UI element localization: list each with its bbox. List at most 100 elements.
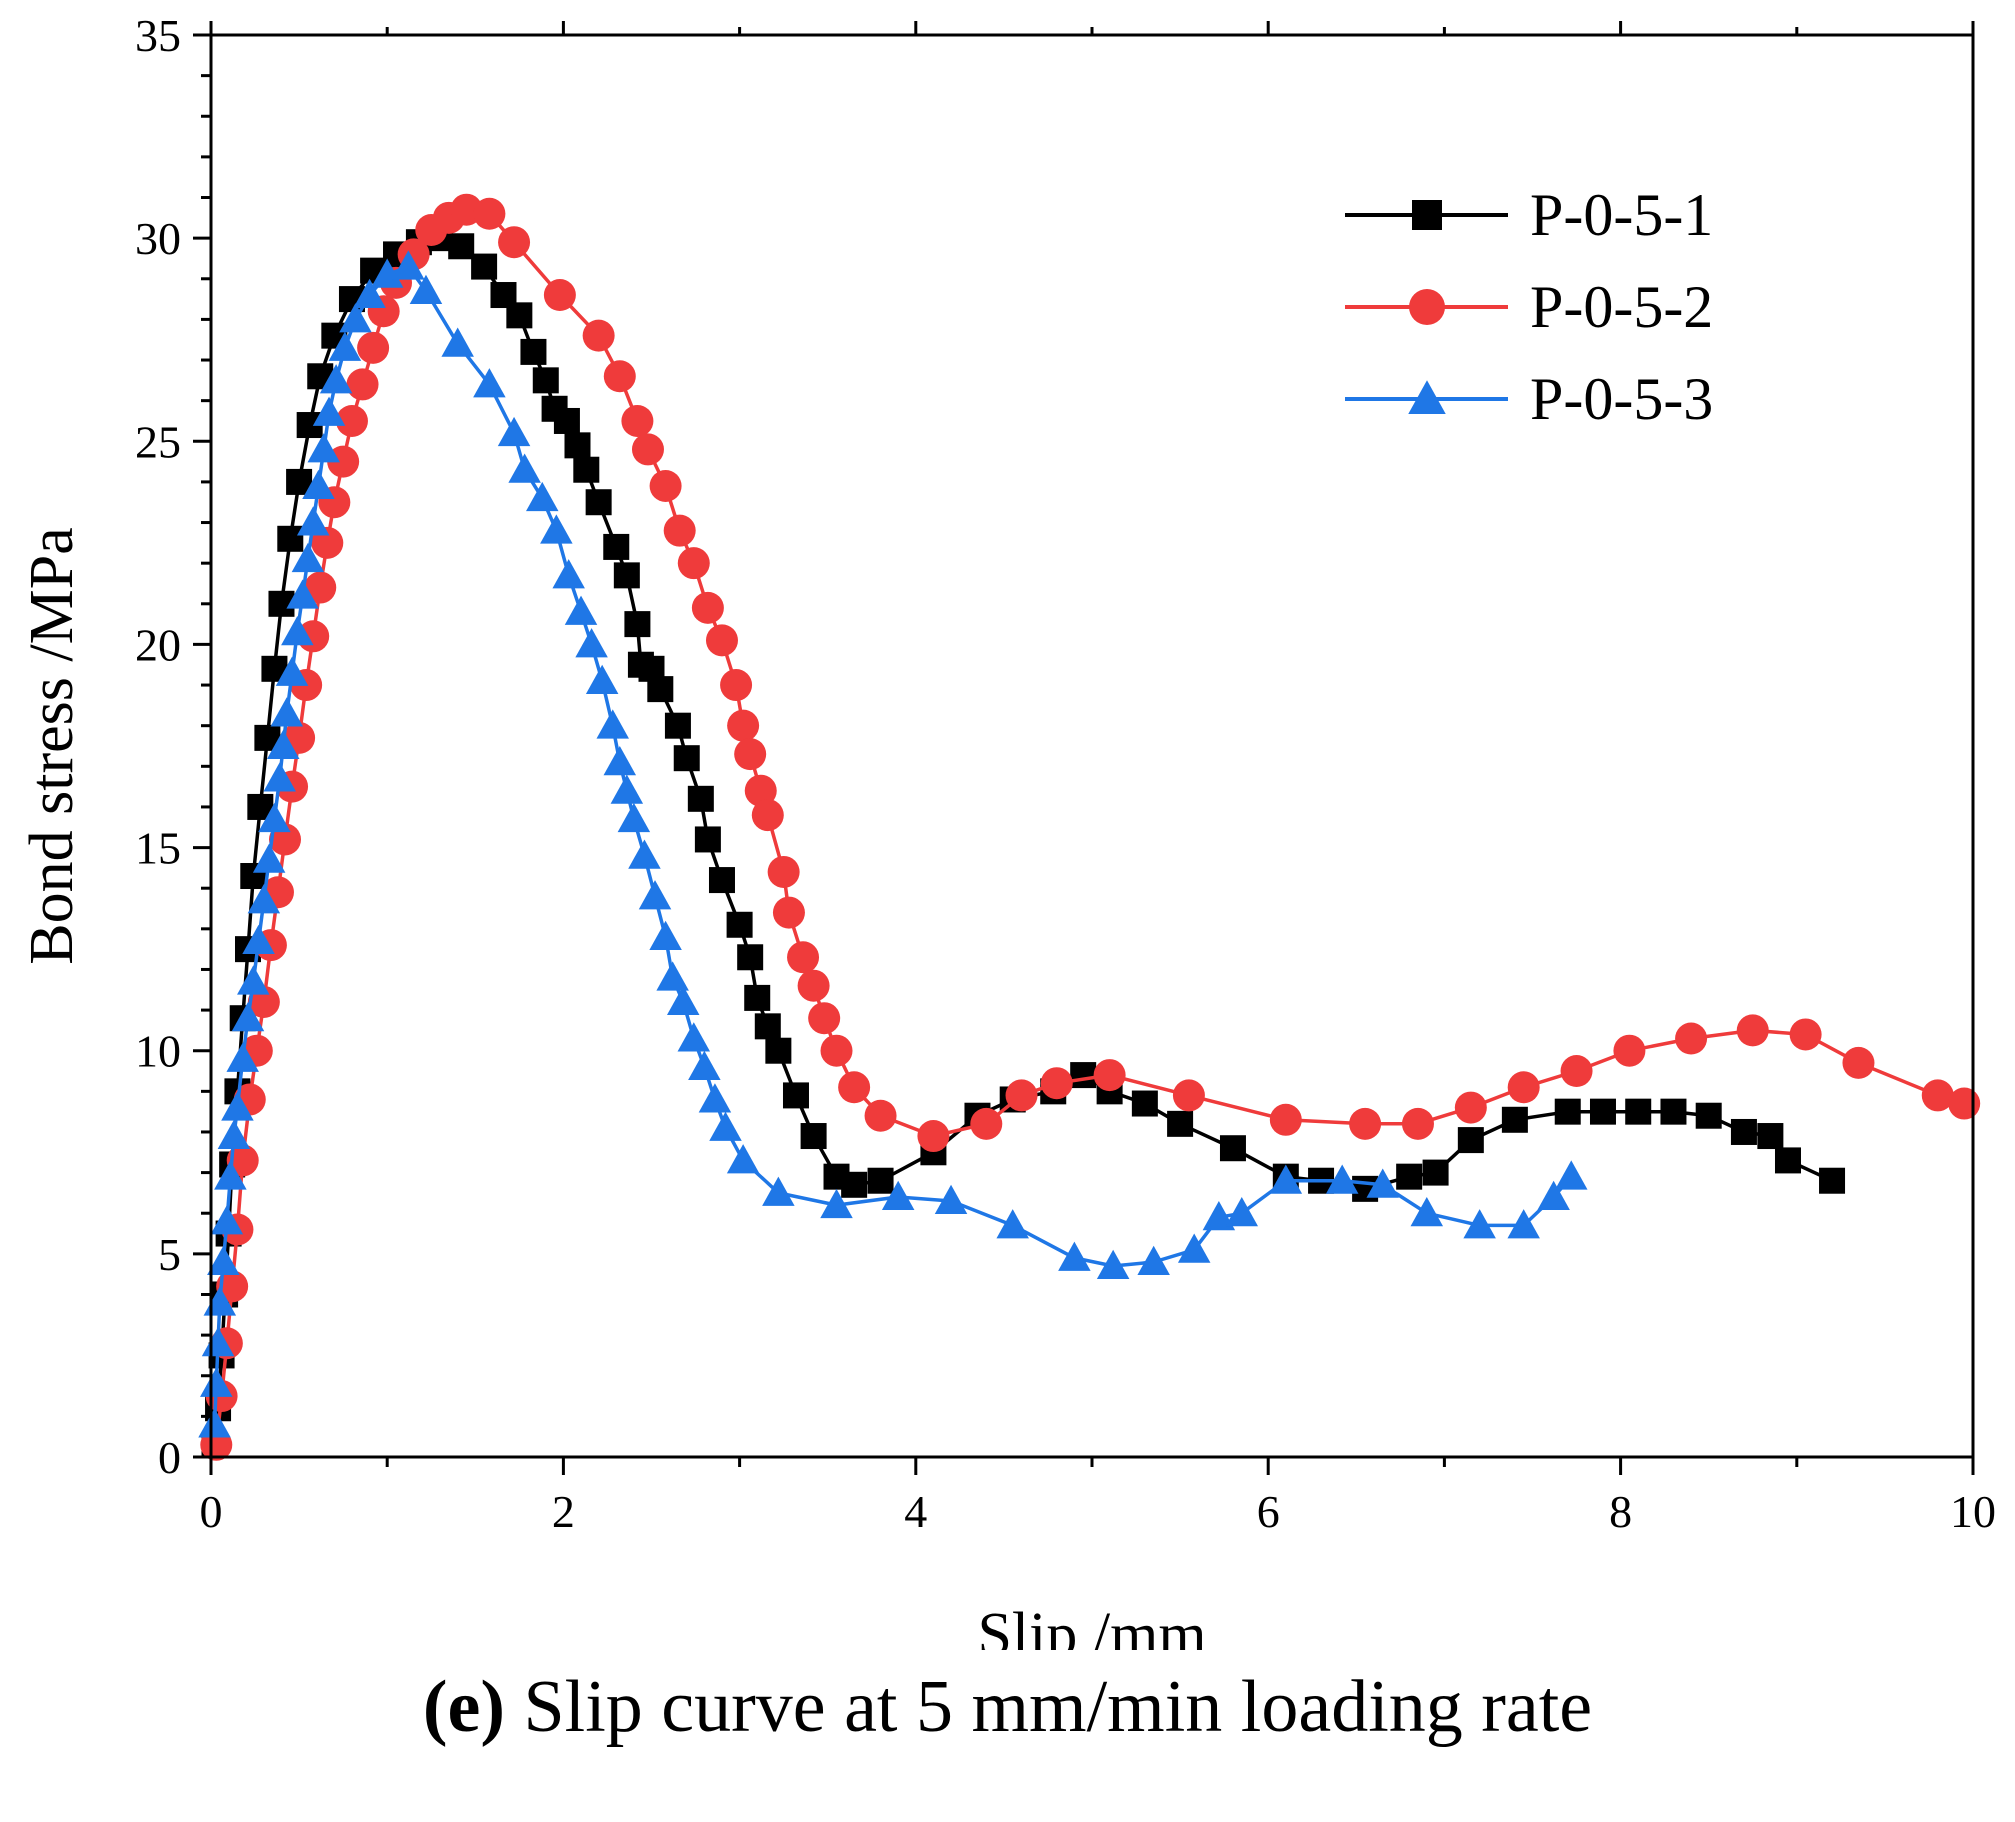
data-point-triangle [275, 656, 309, 686]
data-point-triangle [762, 1176, 795, 1206]
data-point-square [1422, 1159, 1449, 1186]
data-point-circle [663, 514, 696, 547]
data-point-circle [787, 941, 820, 974]
data-point-square [1660, 1098, 1687, 1125]
data-point-circle [751, 799, 784, 832]
data-point-triangle [1269, 1164, 1303, 1194]
data-point-circle [1921, 1079, 1954, 1112]
data-point-triangle [820, 1188, 853, 1219]
caption-text: Slip curve at 5 mm/min loading rate [523, 1666, 1593, 1748]
x-tick-label: 2 [552, 1486, 575, 1537]
x-tick-label: 6 [1257, 1486, 1280, 1537]
data-point-square [1730, 1118, 1757, 1145]
data-point-triangle [698, 1083, 732, 1113]
data-point-triangle [302, 469, 335, 499]
data-point-triangle [552, 559, 585, 589]
data-point-triangle [210, 1205, 244, 1235]
data-point-square [564, 432, 591, 459]
data-point-square [553, 407, 580, 434]
data-point-circle [917, 1120, 950, 1153]
data-point-circle [734, 738, 767, 771]
data-point-square [1589, 1098, 1616, 1125]
data-point-circle [970, 1107, 1003, 1140]
data-point-square [613, 562, 640, 589]
data-point-circle [1789, 1018, 1822, 1051]
data-point-square [1774, 1147, 1801, 1174]
data-point-square [744, 984, 771, 1011]
data-point-circle [691, 591, 724, 624]
data-point-square [585, 489, 612, 516]
data-point-triangle [198, 1408, 231, 1438]
data-point-square [1457, 1127, 1484, 1154]
data-point-square [687, 785, 714, 812]
data-point-square [532, 367, 559, 394]
data-point-triangle [610, 774, 644, 804]
data-point-triangle [441, 327, 474, 357]
series-P-0-5-3 [198, 250, 1588, 1438]
data-point-square [1070, 1062, 1097, 1089]
data-point-circle [1560, 1055, 1593, 1088]
data-point-triangle [617, 802, 651, 833]
data-point-triangle [242, 924, 275, 955]
data-point-triangle [996, 1209, 1029, 1239]
data-point-triangle [266, 729, 300, 759]
data-point-square [1554, 1098, 1581, 1125]
data-point-circle [820, 1034, 853, 1067]
data-point-square [603, 533, 630, 560]
data-point-triangle [726, 1144, 760, 1174]
y-tick-label: 0 [158, 1432, 181, 1483]
data-point-triangle [709, 1111, 742, 1141]
data-point-triangle [1463, 1209, 1496, 1239]
data-point-circle [1401, 1107, 1434, 1140]
y-tick-label: 5 [158, 1229, 181, 1280]
data-point-circle [649, 469, 682, 502]
data-point-triangle [353, 278, 386, 309]
data-point-square [673, 745, 700, 772]
data-point-triangle [1408, 380, 1446, 414]
data-point-triangle [231, 1001, 265, 1032]
data-point-triangle [200, 1367, 233, 1397]
data-point-triangle [370, 258, 404, 288]
data-point-circle [543, 279, 576, 312]
data-point-square [448, 233, 475, 260]
data-point-circle [797, 969, 830, 1002]
data-point-circle [582, 319, 615, 352]
data-point-square [1501, 1106, 1528, 1133]
data-point-triangle [409, 274, 443, 304]
data-point-triangle [291, 542, 325, 573]
data-point-circle [346, 368, 379, 401]
data-point-triangle [296, 506, 330, 536]
data-point-square [471, 253, 498, 280]
data-point-square [841, 1171, 868, 1198]
data-point-circle [838, 1071, 871, 1104]
data-point-triangle [1225, 1196, 1259, 1227]
data-point-triangle [585, 664, 619, 694]
data-point-square [624, 611, 651, 638]
data-point-triangle [1410, 1196, 1444, 1227]
data-point-square [800, 1123, 827, 1150]
data-point-circle [327, 445, 360, 478]
data-point-triangle [226, 1042, 259, 1072]
data-point-triangle [258, 802, 291, 833]
data-point-triangle [1366, 1168, 1399, 1198]
data-point-triangle [656, 961, 689, 991]
data-point-square [694, 826, 721, 853]
data-point-triangle [1202, 1201, 1236, 1231]
data-point-circle [1040, 1067, 1073, 1100]
data-point-square [664, 712, 691, 739]
data-point-circle [1093, 1059, 1126, 1092]
data-point-triangle [526, 481, 559, 512]
data-point-triangle [328, 331, 362, 361]
data-point-triangle [312, 396, 346, 426]
axes-layer: 0 2 4 6 8 10 0 5 10 15 20 25 30 35 [135, 10, 1996, 1537]
data-point-triangle [497, 416, 531, 447]
data-point-circle [864, 1099, 897, 1132]
data-point-square [1396, 1163, 1423, 1190]
x-tick-label: 0 [200, 1486, 223, 1537]
data-point-circle [603, 360, 636, 393]
data-point-triangle [1507, 1209, 1540, 1239]
legend-label: P-0-5-3 [1530, 366, 1713, 432]
data-point-circle [727, 709, 760, 742]
data-point-triangle [217, 1119, 251, 1150]
y-tick-label: 25 [135, 416, 181, 467]
